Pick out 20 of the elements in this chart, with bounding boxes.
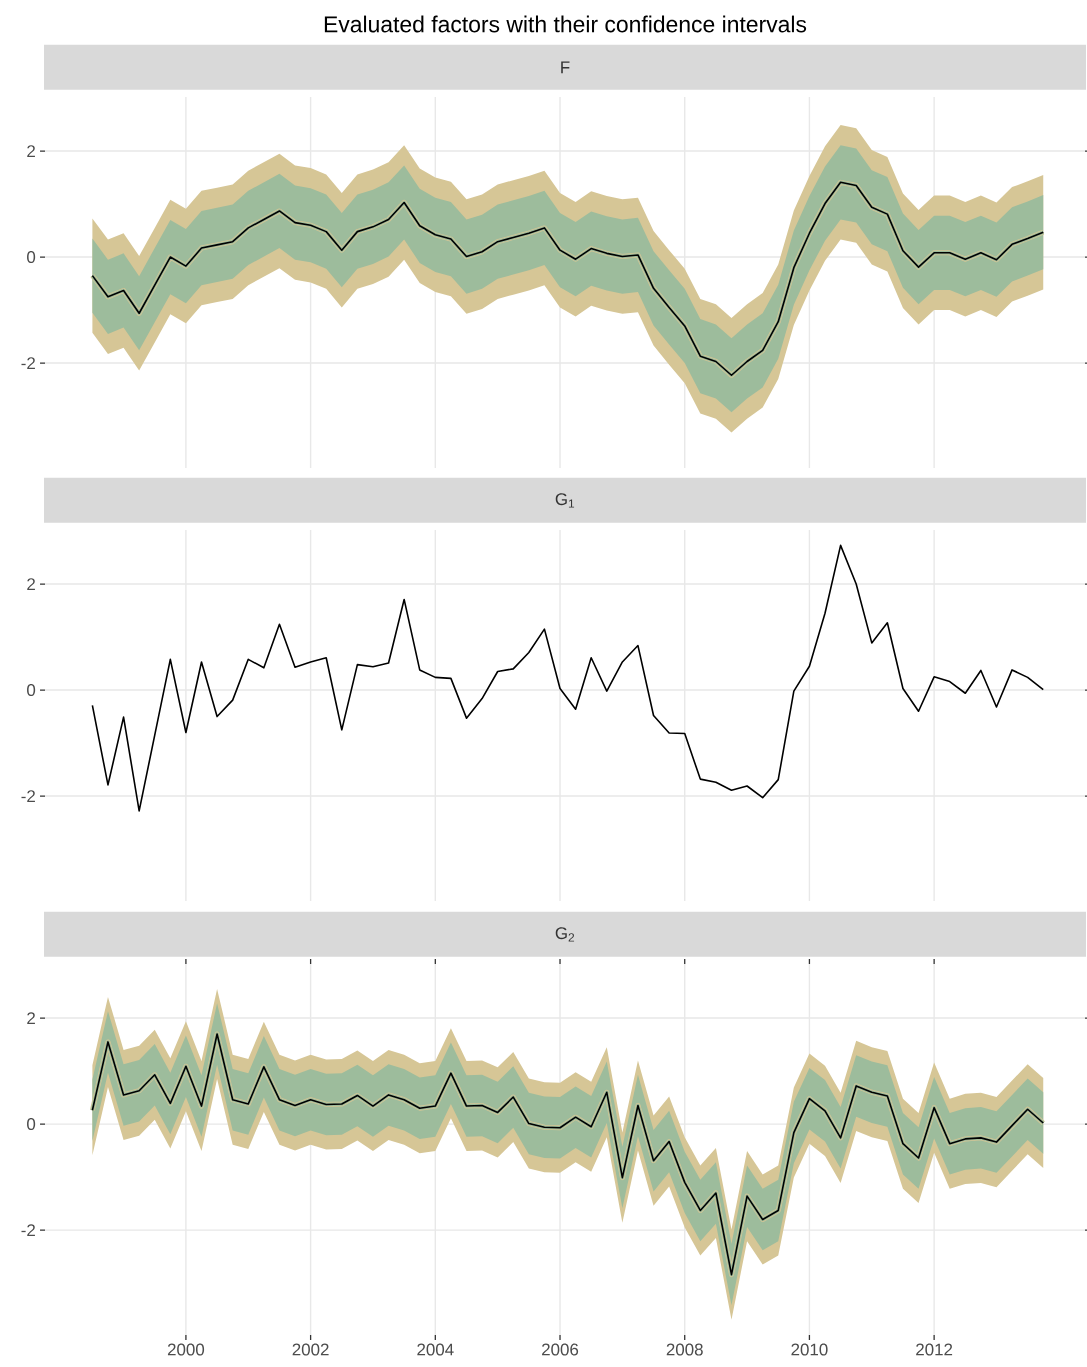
chart-title: Evaluated factors with their confidence intervals — [324, 15, 807, 33]
x-tick-label: 2008 — [666, 1343, 703, 1356]
x-tick-label: 2004 — [417, 1343, 454, 1356]
y-tick-label: 0 — [27, 684, 36, 697]
y-tick-label: -2 — [21, 790, 35, 802]
x-tick-label: 2012 — [916, 1343, 953, 1356]
x-tick-label: 2006 — [542, 1343, 579, 1356]
x-tick-label: 2002 — [292, 1343, 329, 1356]
y-tick-label: 0 — [27, 251, 36, 264]
y-tick-label: 0 — [27, 1118, 36, 1131]
chart-subtitle: G$_{2}$ — [555, 927, 575, 942]
y-tick-label: -2 — [21, 1224, 35, 1236]
y-tick-label: 2 — [27, 1012, 35, 1024]
chart-subtitle: F — [561, 61, 570, 74]
y-tick-label: 2 — [27, 145, 35, 157]
chart-subtitle: G$_{1}$ — [555, 493, 575, 508]
x-tick-label: 2010 — [791, 1343, 828, 1356]
y-tick-label: 2 — [27, 578, 35, 590]
x-tick-label: 2000 — [167, 1343, 205, 1356]
y-tick-label: -2 — [21, 357, 35, 369]
